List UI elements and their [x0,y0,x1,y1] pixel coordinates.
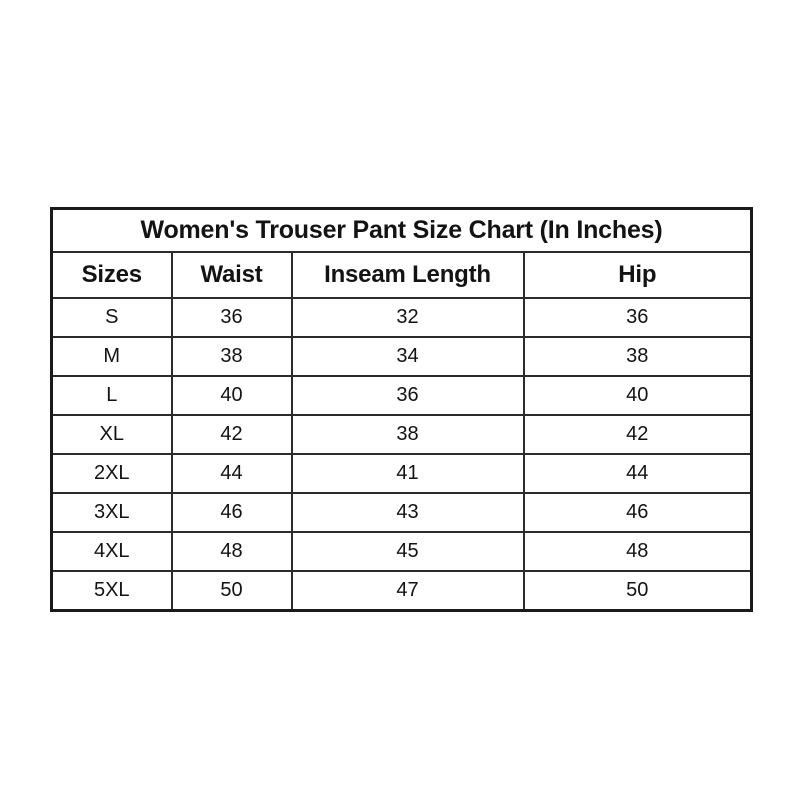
cell-inseam: 45 [290,531,525,572]
cell-inseam: 47 [290,570,525,611]
cell-size: 5XL [51,570,173,611]
cell-waist: 38 [170,336,293,377]
cell-hip: 40 [522,375,752,416]
cell-size: 4XL [51,531,173,572]
chart-title: Women's Trouser Pant Size Chart (In Inch… [51,208,752,253]
cell-waist: 42 [170,414,293,455]
cell-size: L [51,375,173,416]
size-chart-body: Women's Trouser Pant Size Chart (In Inch… [51,208,752,611]
column-header-sizes: Sizes [51,251,173,299]
cell-inseam: 34 [290,336,525,377]
cell-inseam: 36 [290,375,525,416]
table-row: L 40 36 40 [51,375,752,416]
table-row: 5XL 50 47 50 [51,570,752,611]
cell-waist: 48 [170,531,293,572]
cell-size: S [51,297,173,338]
cell-size: XL [51,414,173,455]
cell-waist: 36 [170,297,293,338]
cell-inseam: 41 [290,453,525,494]
cell-hip: 50 [522,570,752,611]
cell-inseam: 43 [290,492,525,533]
table-row: 4XL 48 45 48 [51,531,752,572]
cell-hip: 48 [522,531,752,572]
cell-hip: 44 [522,453,752,494]
cell-size: M [51,336,173,377]
cell-hip: 42 [522,414,752,455]
cell-size: 3XL [51,492,173,533]
cell-hip: 46 [522,492,752,533]
table-row: M 38 34 38 [51,336,752,377]
cell-waist: 40 [170,375,293,416]
cell-size: 2XL [51,453,173,494]
column-header-inseam: Inseam Length [290,251,525,299]
table-row: XL 42 38 42 [51,414,752,455]
cell-hip: 38 [522,336,752,377]
cell-inseam: 32 [290,297,525,338]
cell-inseam: 38 [290,414,525,455]
cell-waist: 44 [170,453,293,494]
size-chart-table: Women's Trouser Pant Size Chart (In Inch… [50,207,753,612]
cell-waist: 50 [170,570,293,611]
cell-waist: 46 [170,492,293,533]
column-header-hip: Hip [522,251,752,299]
table-row: 2XL 44 41 44 [51,453,752,494]
column-header-waist: Waist [170,251,293,299]
header-row: Sizes Waist Inseam Length Hip [51,251,752,299]
title-row: Women's Trouser Pant Size Chart (In Inch… [51,208,752,253]
cell-hip: 36 [522,297,752,338]
table-row: 3XL 46 43 46 [51,492,752,533]
table-row: S 36 32 36 [51,297,752,338]
